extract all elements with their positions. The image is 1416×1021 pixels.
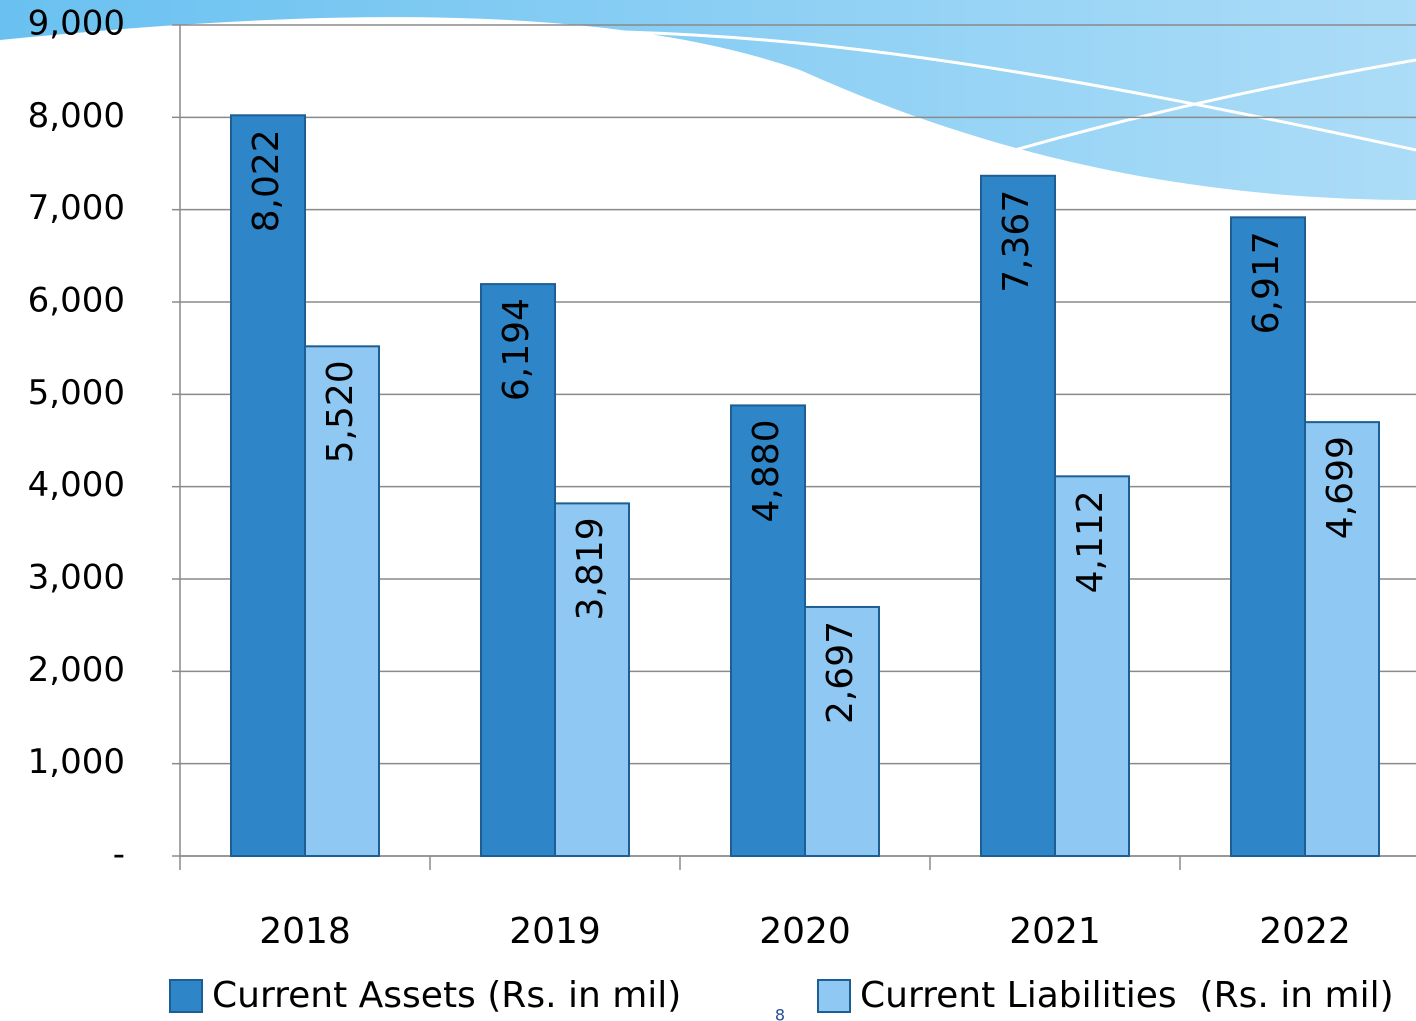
value-label: 4,699 (1320, 436, 1361, 539)
y-tick-label: 1,000 (28, 742, 125, 782)
value-label: 4,112 (1070, 490, 1111, 593)
y-tick-label: 2,000 (28, 650, 125, 690)
y-tick-label: - (113, 835, 125, 875)
background-wave (0, 0, 1416, 200)
x-tick-label: 2018 (259, 911, 351, 952)
legend-label: Current Assets (Rs. in mil) (212, 975, 681, 1016)
value-label: 2,697 (820, 621, 861, 724)
page-number: 8 (775, 1006, 785, 1021)
legend-swatch (818, 980, 850, 1012)
value-label: 3,819 (570, 517, 611, 620)
legend-label: Current Liabilities (Rs. in mil) (860, 975, 1394, 1016)
value-label: 4,880 (746, 419, 787, 522)
x-tick-label: 2022 (1259, 911, 1351, 952)
value-label: 8,022 (246, 129, 287, 232)
value-label: 6,917 (1246, 231, 1287, 334)
y-tick-label: 4,000 (28, 465, 125, 505)
y-tick-label: 6,000 (28, 281, 125, 321)
y-tick-label: 5,000 (28, 373, 125, 413)
y-tick-label: 9,000 (28, 4, 125, 44)
x-tick-label: 2019 (509, 911, 601, 952)
y-tick-label: 8,000 (28, 96, 125, 136)
chart: 8 - 1,000 2,000 3,000 4,000 5,000 6,000 7,000 8,… (0, 0, 1416, 1021)
x-tick-label: 2020 (759, 911, 851, 952)
value-label: 6,194 (496, 298, 537, 401)
y-tick-label: 7,000 (28, 188, 125, 228)
legend-swatch (170, 980, 202, 1012)
page: {"chart_data": {"type": "bar", "categori… (0, 0, 1416, 1021)
value-label: 7,367 (996, 190, 1037, 293)
x-tick-label: 2021 (1009, 911, 1101, 952)
value-label: 5,520 (320, 360, 361, 463)
y-tick-label: 3,000 (28, 558, 125, 598)
